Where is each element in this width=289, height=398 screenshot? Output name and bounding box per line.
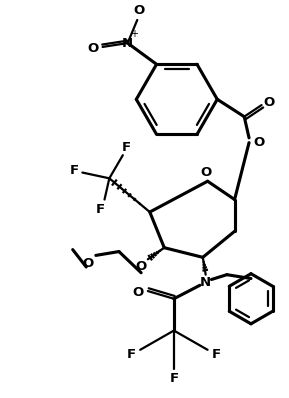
Text: O: O [83,257,94,269]
Text: O: O [264,96,275,109]
Text: O: O [133,287,144,299]
Text: F: F [212,348,221,361]
Text: F: F [122,141,131,154]
Text: F: F [70,164,79,177]
Text: O: O [134,4,145,17]
Text: F: F [127,348,136,361]
Text: N: N [122,37,133,50]
Text: +: + [130,29,138,39]
Text: O: O [253,136,264,149]
Text: F: F [96,203,105,216]
Text: O: O [136,260,147,273]
Text: O: O [200,166,211,179]
Text: ⁻: ⁻ [144,0,149,8]
Text: F: F [169,372,178,385]
Text: O: O [87,42,99,55]
Text: N: N [200,276,211,289]
